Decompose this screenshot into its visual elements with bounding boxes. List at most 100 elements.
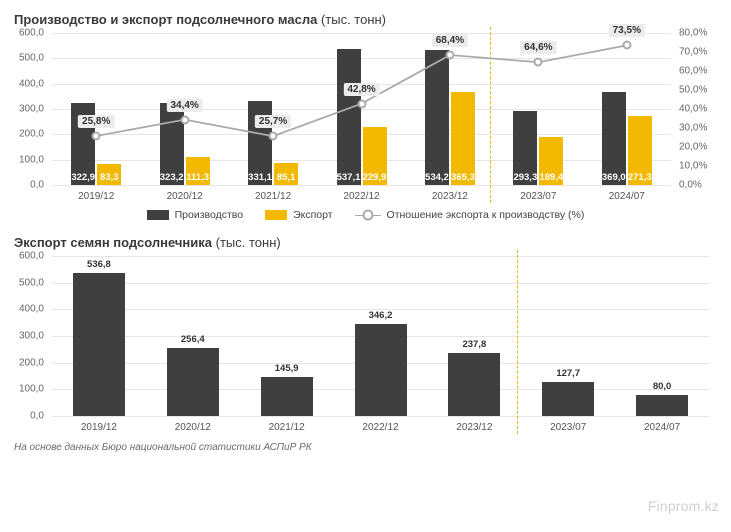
x-label: 2021/12 bbox=[255, 191, 291, 202]
bar-prod: 331,1 bbox=[248, 101, 272, 185]
ratio-label: 34,4% bbox=[166, 99, 202, 112]
y-left-tick: 100,0 bbox=[19, 384, 44, 395]
bar-export-label: 365,3 bbox=[451, 172, 475, 183]
x-label: 2023/07 bbox=[520, 191, 556, 202]
y-left-tick: 100,0 bbox=[19, 154, 44, 165]
chart2: 0,0100,0200,0300,0400,0500,0600,0 536,82… bbox=[14, 256, 717, 436]
bar-prod-label: 537,1 bbox=[337, 172, 361, 183]
ratio-label: 25,7% bbox=[255, 115, 291, 128]
bar-seed-label: 127,7 bbox=[556, 368, 580, 379]
bar-prod: 534,2 bbox=[425, 50, 449, 185]
bar-seed-label: 145,9 bbox=[275, 363, 299, 374]
bar-seed-label: 80,0 bbox=[653, 381, 672, 392]
bar-seed-export: 145,9 bbox=[261, 377, 313, 416]
bar-seed-export: 237,8 bbox=[448, 353, 500, 416]
ratio-marker bbox=[92, 131, 101, 140]
ratio-marker bbox=[622, 41, 631, 50]
bar-prod-label: 534,2 bbox=[425, 172, 449, 183]
y-right-tick: 30,0% bbox=[679, 123, 707, 134]
bar-seed-export: 80,0 bbox=[636, 395, 688, 416]
x-label: 2023/07 bbox=[550, 422, 586, 433]
bar-prod: 293,3 bbox=[513, 111, 537, 185]
legend-item-prod: Производство bbox=[147, 209, 243, 221]
x-label: 2020/12 bbox=[175, 422, 211, 433]
y-left-tick: 400,0 bbox=[19, 78, 44, 89]
bar-export-label: 111,3 bbox=[186, 172, 209, 183]
y-right-tick: 50,0% bbox=[679, 85, 707, 96]
chart1-y-right-axis: 0,0%10,0%20,0%30,0%40,0%50,0%60,0%70,0%8… bbox=[675, 33, 717, 187]
ratio-marker bbox=[357, 99, 366, 108]
legend-swatch-prod bbox=[147, 210, 169, 220]
chart2-title-bold: Экспорт семян подсолнечника bbox=[14, 235, 212, 250]
chart1: 0,0100,0200,0300,0400,0500,0600,0 0,0%10… bbox=[14, 33, 717, 205]
bar-export-label: 229,9 bbox=[363, 172, 387, 183]
bar-prod-label: 322,9 bbox=[71, 172, 95, 183]
x-label: 2024/07 bbox=[609, 191, 645, 202]
y-left-tick: 200,0 bbox=[19, 129, 44, 140]
bar-export: 85,1 bbox=[274, 163, 298, 185]
legend-label-prod: Производство bbox=[175, 209, 243, 221]
bar-prod-label: 369,0 bbox=[602, 172, 626, 183]
legend-swatch-ratio bbox=[355, 210, 381, 220]
chart2-plot-area: 536,8 256,4 145,9 346,2 237,8 127,7 80,0 bbox=[52, 256, 709, 416]
ratio-marker bbox=[534, 58, 543, 67]
bar-seed-label: 237,8 bbox=[462, 339, 486, 350]
bar-seed-label: 536,8 bbox=[87, 259, 111, 270]
chart2-title: Экспорт семян подсолнечника (тыс. тонн) bbox=[14, 235, 717, 250]
y-left-tick: 500,0 bbox=[19, 277, 44, 288]
bar-export: 365,3 bbox=[451, 92, 475, 185]
y-right-tick: 80,0% bbox=[679, 28, 707, 39]
legend-label-ratio: Отношение экспорта к производству (%) bbox=[387, 209, 585, 221]
bar-export: 271,3 bbox=[628, 116, 652, 185]
y-right-tick: 40,0% bbox=[679, 104, 707, 115]
bar-export: 189,4 bbox=[539, 137, 563, 185]
y-left-tick: 600,0 bbox=[19, 251, 44, 262]
bar-export-label: 271,3 bbox=[628, 172, 652, 183]
ratio-label: 25,8% bbox=[78, 115, 114, 128]
chart2-title-unit: (тыс. тонн) bbox=[216, 235, 281, 250]
bar-export-label: 85,1 bbox=[277, 172, 296, 183]
ratio-label: 64,6% bbox=[520, 41, 556, 54]
x-label: 2022/12 bbox=[362, 422, 398, 433]
ratio-label: 73,5% bbox=[609, 24, 645, 37]
bar-seed-export: 536,8 bbox=[73, 273, 125, 416]
y-right-tick: 70,0% bbox=[679, 47, 707, 58]
chart1-title-unit: (тыс. тонн) bbox=[321, 12, 386, 27]
y-right-tick: 10,0% bbox=[679, 161, 707, 172]
y-left-tick: 0,0 bbox=[30, 411, 44, 422]
x-label: 2022/12 bbox=[343, 191, 379, 202]
ratio-marker bbox=[445, 51, 454, 60]
chart1-x-labels: 2019/122020/122021/122022/122023/122023/… bbox=[52, 189, 671, 205]
ratio-marker bbox=[269, 132, 278, 141]
chart1-title-bold: Производство и экспорт подсолнечного мас… bbox=[14, 12, 317, 27]
x-label: 2019/12 bbox=[81, 422, 117, 433]
legend-label-export: Экспорт bbox=[293, 209, 332, 221]
bar-export: 83,3 bbox=[97, 164, 121, 185]
bar-export-label: 189,4 bbox=[539, 172, 563, 183]
x-label: 2023/12 bbox=[432, 191, 468, 202]
y-left-tick: 200,0 bbox=[19, 357, 44, 368]
bar-prod: 537,1 bbox=[337, 49, 361, 185]
footnote: На основе данных Бюро национальной стати… bbox=[14, 442, 717, 453]
legend-swatch-export bbox=[265, 210, 287, 220]
bar-seed-label: 256,4 bbox=[181, 334, 205, 345]
bar-seed-export: 346,2 bbox=[355, 324, 407, 416]
chart1-legend: Производство Экспорт Отношение экспорта … bbox=[14, 209, 717, 221]
y-right-tick: 20,0% bbox=[679, 142, 707, 153]
bar-prod-label: 331,1 bbox=[248, 172, 272, 183]
watermark: Finprom.kz bbox=[648, 498, 719, 514]
bar-seed-label: 346,2 bbox=[369, 310, 393, 321]
y-right-tick: 60,0% bbox=[679, 66, 707, 77]
ratio-label: 42,8% bbox=[343, 83, 379, 96]
y-left-tick: 0,0 bbox=[30, 180, 44, 191]
y-left-tick: 600,0 bbox=[19, 28, 44, 39]
x-label: 2021/12 bbox=[269, 422, 305, 433]
chart2-y-left-axis: 0,0100,0200,0300,0400,0500,0600,0 bbox=[14, 256, 48, 418]
ratio-marker bbox=[180, 115, 189, 124]
bar-seed-export: 127,7 bbox=[542, 382, 594, 416]
bar-export: 111,3 bbox=[186, 157, 210, 185]
x-label: 2019/12 bbox=[78, 191, 114, 202]
bar-prod: 369,0 bbox=[602, 92, 626, 185]
chart1-y-left-axis: 0,0100,0200,0300,0400,0500,0600,0 bbox=[14, 33, 48, 187]
y-right-tick: 0,0% bbox=[679, 180, 702, 191]
